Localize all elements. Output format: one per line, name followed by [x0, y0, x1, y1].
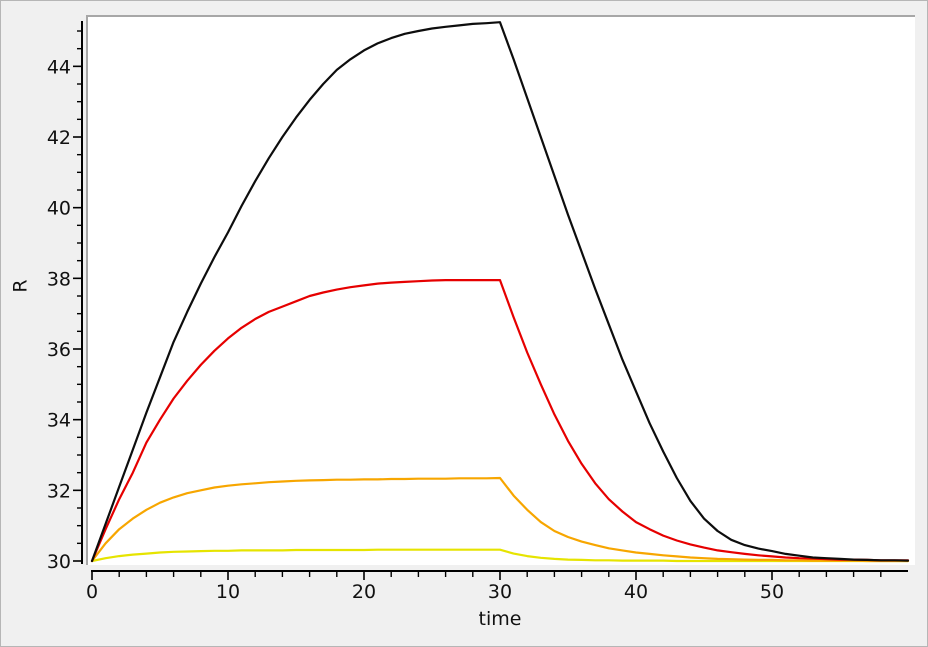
y-tick-label: 34 [47, 410, 71, 432]
y-axis-title: R [9, 279, 32, 293]
y-tick-label: 32 [47, 480, 71, 502]
series-line-red [90, 279, 910, 563]
x-tick-label: 0 [86, 581, 98, 603]
y-tick-label: 36 [47, 339, 71, 361]
plot-area [86, 15, 915, 565]
x-tick-label: 10 [216, 581, 240, 603]
x-tick-label: 20 [352, 581, 376, 603]
series-line-orange [90, 476, 910, 563]
y-tick-label: 42 [47, 127, 71, 149]
x-tick-label: 30 [488, 581, 512, 603]
x-tick-label: 40 [624, 581, 648, 603]
x-tick-label: 50 [760, 581, 784, 603]
y-tick-label: 40 [47, 198, 71, 220]
y-tick-label: 44 [47, 56, 71, 78]
x-axis-title: time [478, 608, 522, 630]
series-line-black [90, 21, 910, 563]
y-tick-label: 38 [47, 268, 71, 290]
y-tick-label: 30 [47, 551, 71, 573]
